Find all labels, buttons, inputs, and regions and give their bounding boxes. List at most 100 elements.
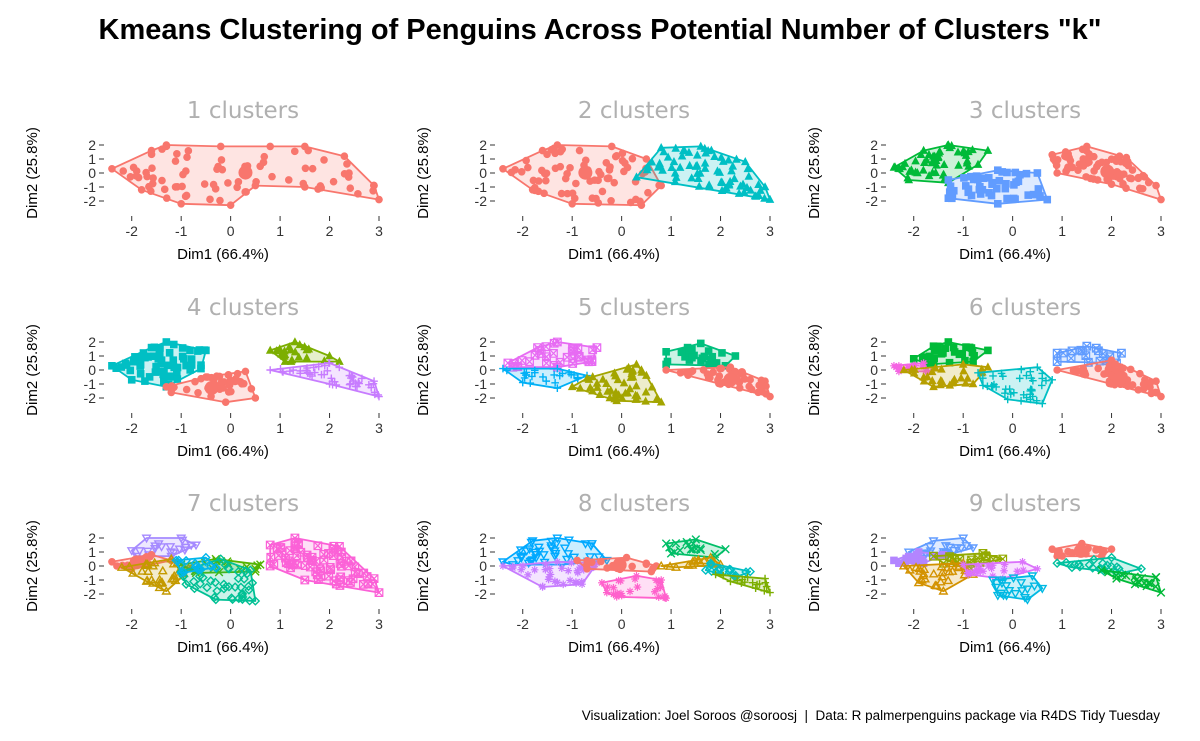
data-point bbox=[127, 376, 136, 384]
data-point bbox=[740, 157, 750, 166]
data-point bbox=[688, 353, 696, 362]
data-point bbox=[281, 558, 291, 568]
data-point bbox=[211, 594, 221, 605]
data-point bbox=[563, 550, 574, 559]
data-point bbox=[181, 555, 191, 566]
data-point bbox=[150, 343, 159, 352]
data-point bbox=[928, 167, 937, 177]
data-point bbox=[200, 346, 209, 354]
x-tick-label: 2 bbox=[1108, 223, 1116, 239]
data-point bbox=[260, 152, 269, 161]
data-point bbox=[280, 351, 289, 360]
data-point bbox=[922, 155, 931, 164]
data-point bbox=[217, 156, 226, 164]
y-tick-label: 2 bbox=[479, 137, 487, 153]
data-point bbox=[241, 367, 250, 376]
cluster bbox=[889, 140, 993, 187]
data-point bbox=[617, 589, 625, 598]
cluster bbox=[1053, 356, 1165, 401]
data-point bbox=[542, 560, 550, 568]
data-point bbox=[710, 151, 719, 161]
data-point bbox=[1052, 357, 1062, 366]
y-tick-label: -1 bbox=[866, 376, 879, 392]
data-point bbox=[567, 558, 576, 567]
data-point bbox=[979, 381, 987, 390]
data-point bbox=[619, 378, 629, 387]
data-point bbox=[201, 552, 211, 563]
data-point bbox=[728, 161, 738, 170]
data-point bbox=[218, 165, 227, 174]
data-point bbox=[693, 554, 704, 564]
data-point bbox=[1121, 571, 1131, 581]
data-point bbox=[1058, 348, 1068, 358]
data-point bbox=[1003, 194, 1011, 203]
data-point bbox=[1126, 365, 1135, 374]
y-tick-label: -2 bbox=[84, 390, 97, 406]
data-point bbox=[979, 567, 987, 576]
data-point bbox=[677, 348, 686, 357]
data-point bbox=[892, 363, 900, 372]
x-tick-label: -2 bbox=[517, 616, 530, 632]
data-point bbox=[751, 584, 760, 592]
data-point bbox=[194, 347, 202, 355]
data-point bbox=[319, 550, 329, 559]
data-point bbox=[1079, 370, 1088, 378]
data-point bbox=[636, 197, 644, 206]
data-point bbox=[141, 353, 149, 362]
x-tick-label: 0 bbox=[1009, 223, 1017, 239]
data-point bbox=[670, 168, 680, 177]
data-point bbox=[1142, 581, 1151, 591]
cluster bbox=[126, 534, 202, 562]
data-point bbox=[551, 577, 559, 586]
data-point bbox=[1022, 371, 1031, 380]
data-point bbox=[974, 561, 983, 570]
data-point bbox=[1028, 392, 1037, 401]
data-point bbox=[1001, 582, 1012, 591]
data-point bbox=[1018, 558, 1027, 566]
cluster bbox=[662, 339, 740, 370]
data-point bbox=[898, 560, 909, 570]
data-point bbox=[642, 560, 651, 568]
data-point bbox=[206, 561, 216, 572]
data-point bbox=[903, 548, 914, 558]
x-tick-label: -1 bbox=[957, 616, 970, 632]
data-point bbox=[540, 169, 549, 178]
data-point bbox=[975, 185, 984, 194]
data-point bbox=[553, 364, 562, 373]
cluster-center bbox=[1112, 371, 1127, 386]
data-point bbox=[670, 547, 679, 557]
x-axis-label: Dim1 (66.4%) bbox=[177, 246, 269, 263]
data-point bbox=[545, 572, 554, 581]
data-point bbox=[1033, 169, 1042, 177]
data-point bbox=[921, 367, 930, 375]
data-point bbox=[681, 353, 689, 361]
data-point bbox=[652, 576, 661, 585]
data-point bbox=[233, 566, 244, 577]
facet-title: 4 clusters bbox=[187, 295, 299, 321]
data-point bbox=[895, 362, 903, 370]
data-point bbox=[573, 353, 583, 362]
data-point bbox=[186, 366, 195, 374]
cluster bbox=[987, 572, 1048, 605]
data-point bbox=[165, 548, 176, 558]
cluster bbox=[503, 337, 602, 372]
y-tick-label: 2 bbox=[870, 530, 878, 546]
data-point bbox=[760, 193, 769, 202]
data-point bbox=[959, 366, 968, 375]
cluster bbox=[499, 141, 665, 209]
data-point bbox=[240, 379, 248, 388]
data-point bbox=[929, 382, 938, 391]
data-point bbox=[143, 172, 151, 181]
data-point bbox=[166, 553, 177, 563]
data-point bbox=[576, 563, 584, 571]
cluster bbox=[1048, 142, 1165, 204]
data-point bbox=[358, 374, 366, 383]
data-point bbox=[588, 194, 597, 202]
data-point bbox=[718, 156, 728, 165]
data-point bbox=[1136, 564, 1147, 574]
data-point bbox=[173, 375, 182, 383]
data-point bbox=[327, 374, 336, 383]
x-tick-label: 0 bbox=[1009, 420, 1017, 436]
x-tick-label: -2 bbox=[517, 223, 530, 239]
data-point bbox=[335, 559, 345, 568]
